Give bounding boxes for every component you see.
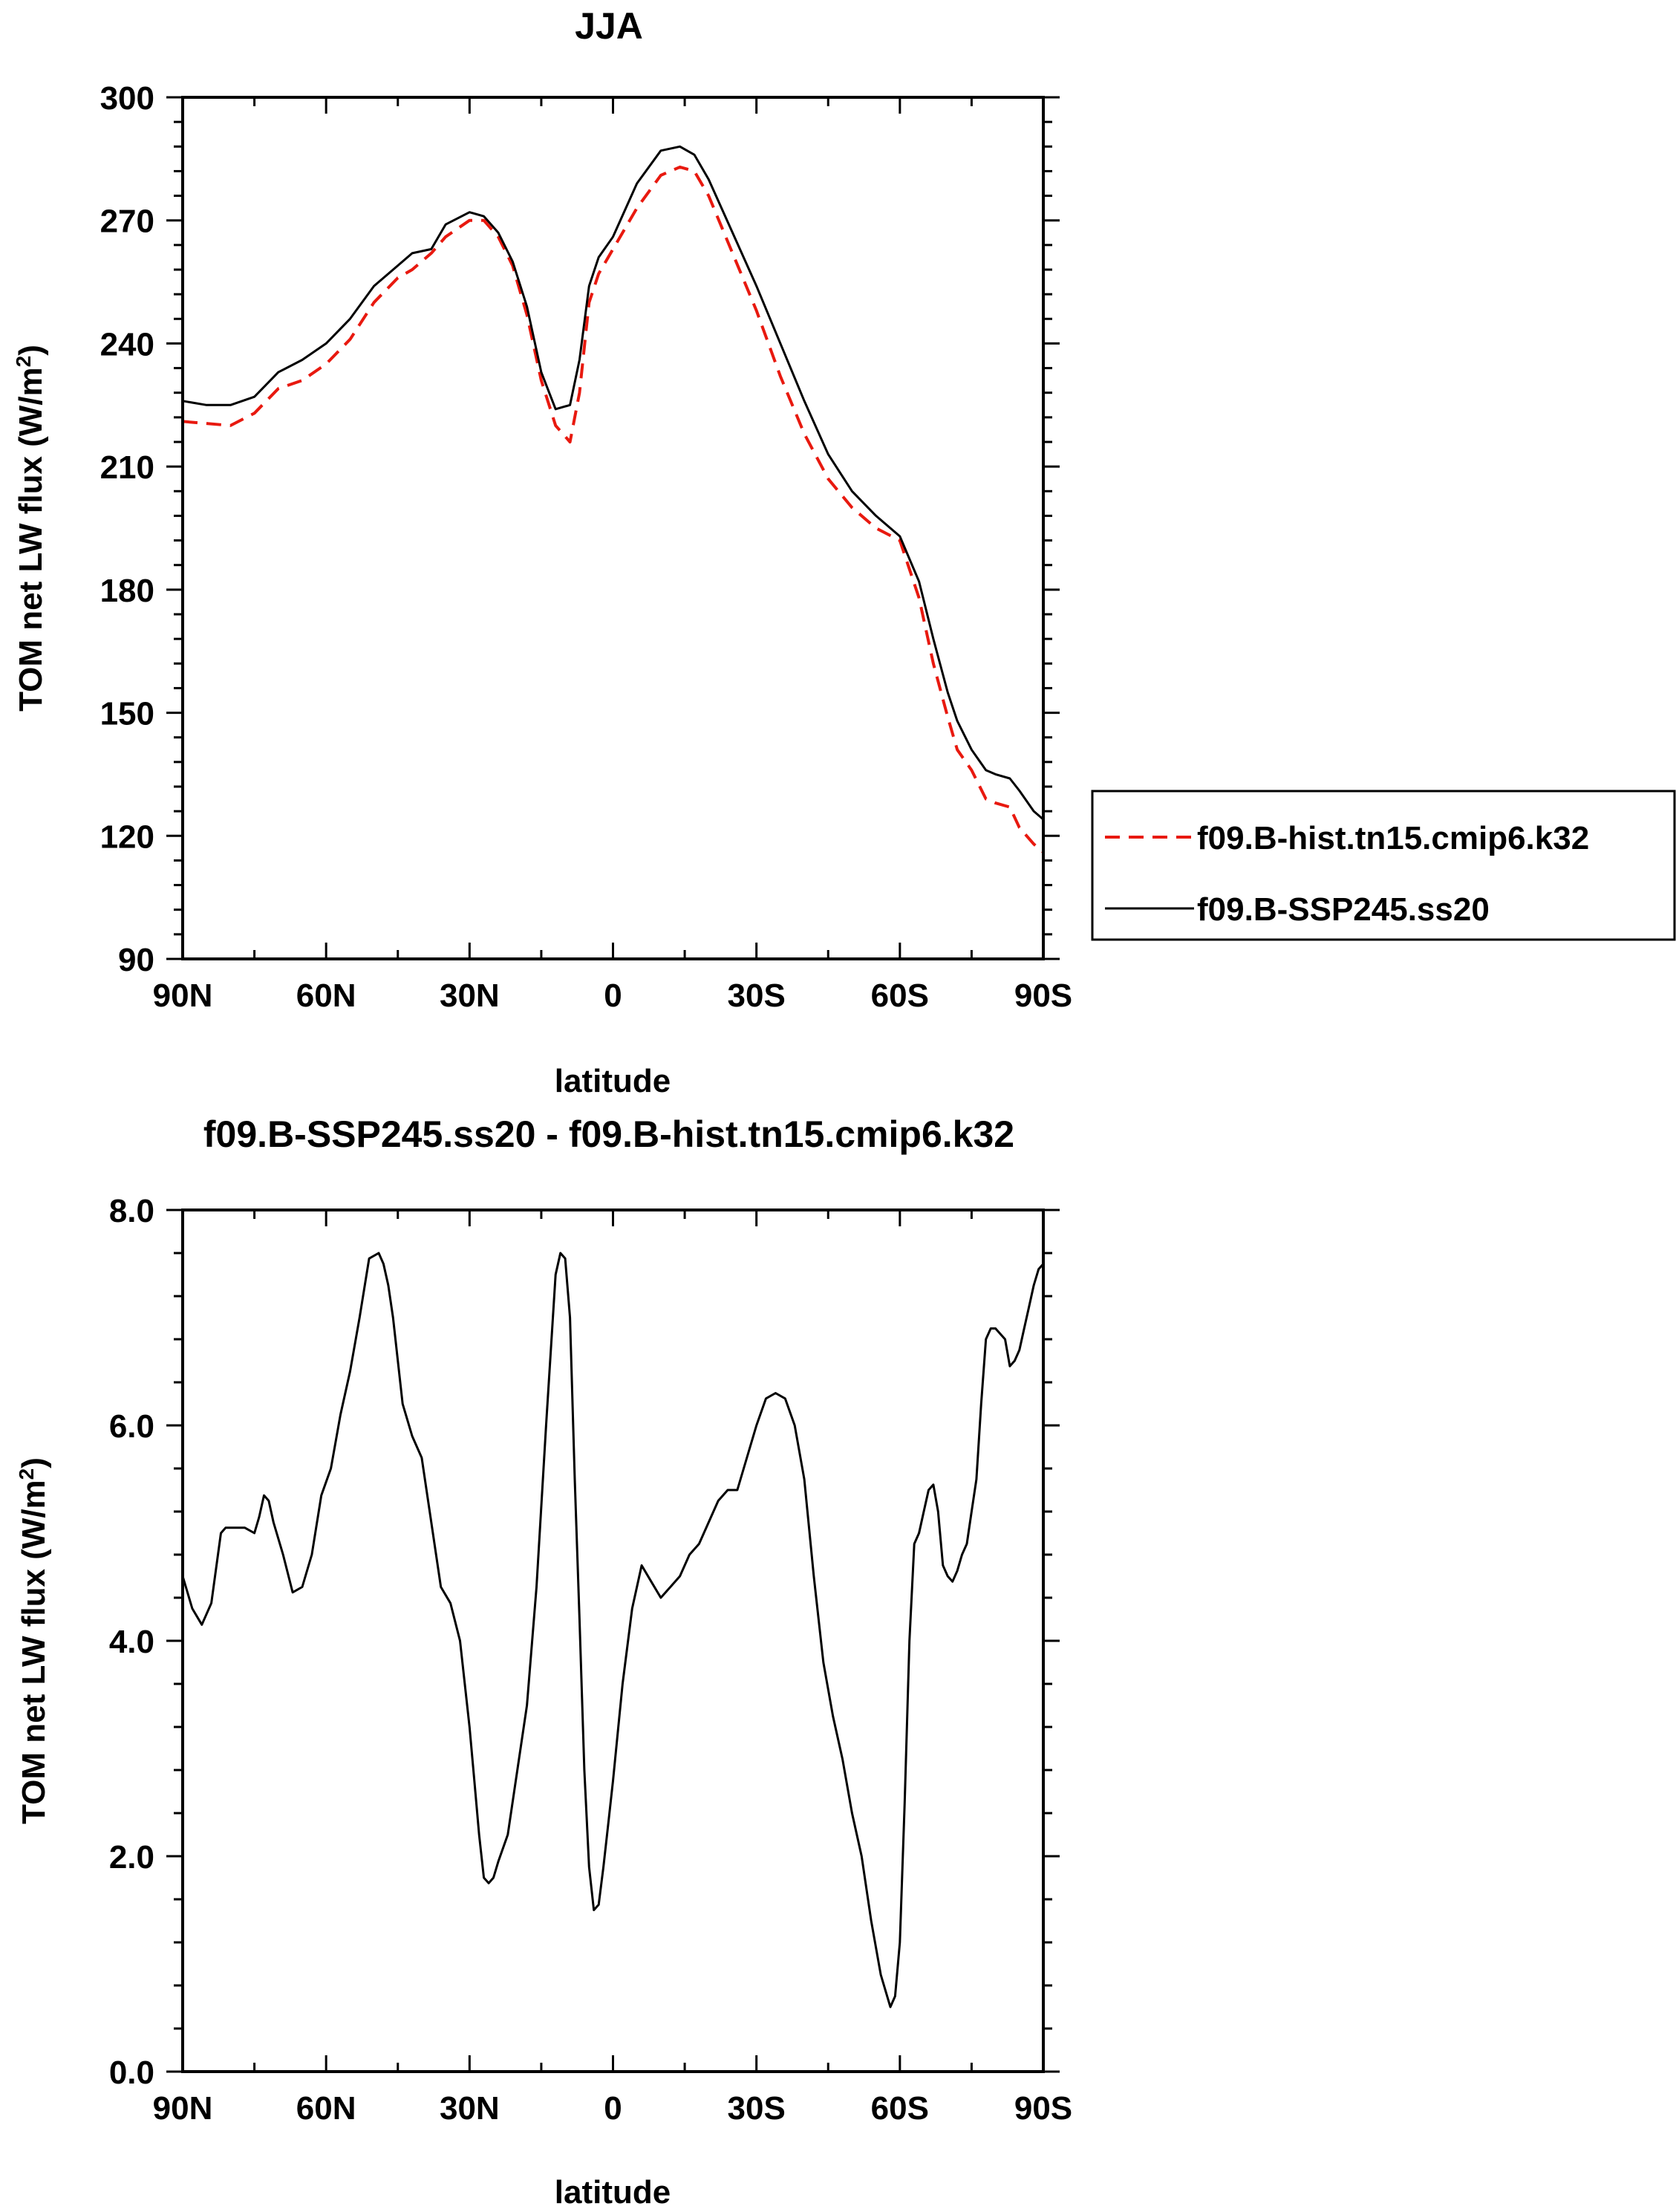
y-tick-label: 0.0 (109, 2055, 154, 2091)
top-panel-ticks (166, 96, 1060, 960)
x-tick-label: 0 (604, 2090, 622, 2127)
bottom-panel-xlabel: latitude (555, 2174, 671, 2211)
bottom-panel-ylabel: TOM net LW flux (W/m2) (15, 1457, 53, 1824)
legend-label-hist: f09.B-hist.tn15.cmip6.k32 (1197, 820, 1589, 856)
top-ylabel-sup: 2 (12, 356, 35, 368)
y-tick-label: 8.0 (109, 1193, 154, 1229)
bottom-panel-tick-labels: 90N 60N 30N 0 30S 60S 90S 0.0 2.0 4.0 6.0 8.0 (109, 1193, 1072, 2127)
top-panel-frame (181, 96, 1045, 960)
x-tick-label: 60N (296, 2090, 356, 2127)
x-tick-label: 60N (296, 977, 356, 1014)
y-tick-label: 210 (100, 449, 154, 486)
legend: f09.B-hist.tn15.cmip6.k32 f09.B-SSP245.s… (1091, 790, 1676, 941)
bottom-panel-title: f09.B-SSP245.ss20 - f09.B-hist.tn15.cmip… (203, 1113, 1014, 1155)
bottom-ylabel-sup: 2 (15, 1468, 38, 1480)
series-line-f09-b-ssp245-ss20 (182, 145, 1044, 821)
x-tick-label: 60S (871, 2090, 929, 2127)
top-panel-xlabel: latitude (555, 1063, 671, 1099)
bottom-ylabel-end: ) (16, 1457, 52, 1468)
bottom-panel-ticks (166, 1209, 1060, 2073)
series-line-f09-b-hist-tn15-cmip6-k32 (182, 165, 1045, 853)
top-panel-title: JJA (575, 5, 643, 47)
x-tick-label: 90N (153, 977, 213, 1014)
bottom-ylabel-main: TOM net LW flux (W/m (16, 1480, 52, 1824)
bottom-panel: f09.B-SSP245.ss20 - f09.B-hist.tn15.cmip… (15, 1113, 1073, 2211)
top-panel-series (182, 145, 1045, 853)
x-tick-label: 30S (728, 977, 786, 1014)
x-tick-label: 30N (440, 977, 500, 1014)
top-panel-ylabel: TOM net LW flux (W/m2) (12, 345, 50, 712)
x-tick-label: 60S (871, 977, 929, 1014)
y-tick-label: 6.0 (109, 1408, 154, 1445)
y-tick-label: 90 (118, 942, 154, 978)
y-tick-label: 150 (100, 696, 154, 732)
y-tick-label: 240 (100, 326, 154, 362)
x-tick-label: 30N (440, 2090, 500, 2127)
x-tick-label: 90S (1014, 2090, 1072, 2127)
top-panel-tick-labels: 90N 60N 30N 0 30S 60S 90S 90 120 150 180 210 240 270 3… (100, 80, 1073, 1014)
x-tick-label: 90S (1014, 977, 1072, 1014)
y-tick-label: 300 (100, 80, 154, 117)
x-tick-label: 0 (604, 977, 622, 1014)
legend-box (1091, 790, 1676, 941)
legend-label-ssp: f09.B-SSP245.ss20 (1197, 891, 1490, 928)
y-tick-label: 180 (100, 573, 154, 609)
x-tick-label: 30S (728, 2090, 786, 2127)
top-ylabel-main: TOM net LW flux (W/m (13, 367, 49, 712)
top-panel: JJA 90N 60N 30N 0 30S 60S 90S 90 120 150 180 210 240… (12, 5, 1676, 1099)
y-tick-label: 120 (100, 819, 154, 855)
bottom-panel-frame (181, 1209, 1045, 2073)
bottom-panel-series (181, 1252, 1045, 2008)
y-tick-label: 270 (100, 204, 154, 240)
y-tick-label: 2.0 (109, 1839, 154, 1876)
top-ylabel-end: ) (13, 345, 49, 356)
y-tick-label: 4.0 (109, 1624, 154, 1660)
series-line-difference (181, 1252, 1045, 2008)
x-tick-label: 90N (153, 2090, 213, 2127)
